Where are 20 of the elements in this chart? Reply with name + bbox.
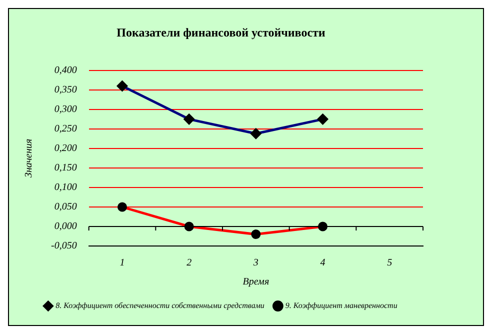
y-tick-label: 0,300 (54, 104, 77, 116)
y-tick-label: 0,200 (54, 143, 77, 154)
y-axis-title: Значения (24, 138, 35, 178)
x-tick-label: 1 (120, 258, 125, 269)
legend-label: 8. Коэффициент обеспеченности собственными средствами (56, 301, 264, 310)
y-tick-label: 0,150 (54, 162, 77, 174)
y-tick-label: 0,000 (54, 221, 77, 232)
x-tick-label: 2 (186, 258, 192, 269)
y-tick-label: -0,050 (50, 240, 77, 252)
y-tick-label: 0,250 (54, 124, 77, 135)
chart-title: Показатели финансовой устойчивости (116, 25, 326, 40)
x-tick-label: 4 (320, 258, 326, 269)
x-axis-title: Время (242, 276, 270, 288)
legend-label: 9. Коэффициент маневренности (285, 301, 398, 310)
y-tick-label: 0,400 (54, 65, 77, 76)
y-tick-label: 0,350 (54, 84, 77, 96)
y-tick-label: 0,100 (54, 182, 77, 194)
x-tick-label: 5 (387, 258, 392, 269)
x-tick-label: 3 (252, 258, 258, 269)
y-tick-label: 0,050 (54, 202, 77, 213)
